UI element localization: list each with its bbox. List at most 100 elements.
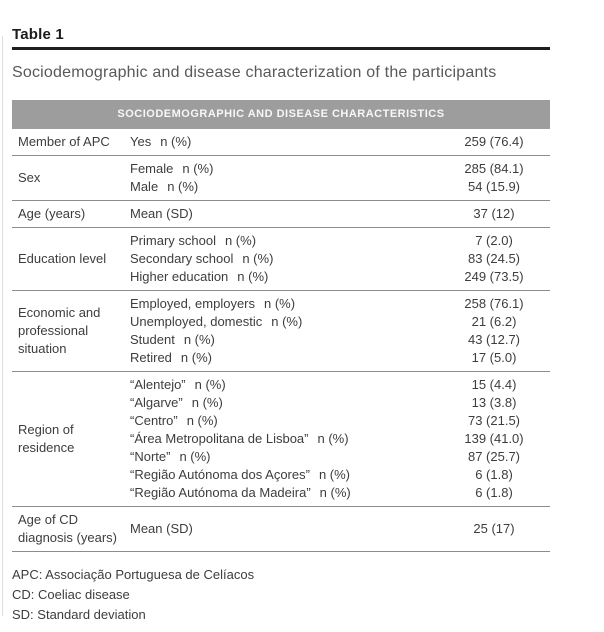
table-row: “Alentejo” n (%) 15 (4.4) [130,376,550,394]
row-item-label: Yes [130,134,152,149]
row-item-label: Mean (SD) [130,206,193,221]
row-value: 21 (6.2) [471,314,517,329]
table-row: “Centro” n (%) 73 (21.5) [130,412,550,430]
row-item-label: Retired [130,350,172,365]
row-item-label: Female [130,161,174,176]
table-caption: Sociodemographic and disease characteriz… [12,64,497,81]
section-sex: Sex Female n (%) 285 (84.1) Male n (%) 54 … [12,156,550,201]
table-row: Higher education n (%) 249 (73.5) [130,268,550,286]
table-row: Primary school n (%) 7 (2.0) [130,232,550,250]
row-item-label: Unemployed, domestic [130,314,263,329]
row-measure-label: n (%) [264,296,296,311]
table-row: “Área Metropolitana de Lisboa” n (%) 139 … [130,430,550,448]
row-measure-label: n (%) [180,350,212,365]
row-item-label: Student [130,332,175,347]
table-row: “Região Autónoma dos Açores” n (%) 6 (1.8… [130,466,550,484]
row-value: 15 (4.4) [471,377,517,392]
row-item-label: “Região Autónoma da Madeira” [130,485,311,500]
row-value: 7 (2.0) [475,233,513,248]
footnotes: APC: Associação Portuguesa de Celíacos C… [12,565,550,625]
table-row: “Região Autónoma da Madeira” n (%) 6 (1.8… [130,484,550,502]
row-measure-label: n (%) [318,467,350,482]
page-edge-artifact [2,36,3,616]
row-item-label: “Algarve” [130,395,183,410]
row-item-label: “Centro” [130,413,178,428]
table-row: Yes n (%) 259 (76.4) [130,133,550,151]
section-age-of-cd-diagnosis: Age of CD diagnosis (years) Mean (SD) 25… [12,507,550,552]
row-value: 259 (76.4) [464,134,524,149]
row-measure-label: n (%) [191,395,223,410]
row-measure-label: n (%) [186,413,218,428]
row-value: 17 (5.0) [471,350,517,365]
row-value: 43 (12.7) [467,332,521,347]
category-label: Region of residence [18,422,75,455]
category-label: Age (years) [18,206,86,221]
table-row: Retired n (%) 17 (5.0) [130,349,550,367]
row-value: 13 (3.8) [471,395,517,410]
row-measure-label: n (%) [179,449,211,464]
row-measure-label: n (%) [183,332,215,347]
row-item-label: Higher education [130,269,229,284]
row-measure-label: n (%) [319,485,351,500]
category-label: Member of APC [18,134,110,149]
table-header: SOCIODEMOGRAPHIC AND DISEASE CHARACTERIS… [12,100,550,129]
section-region-of-residence: Region of residence “Alentejo” n (%) 15 (… [12,372,550,507]
section-economic-situation: Economic and professional situation Empl… [12,291,550,372]
row-value: 73 (21.5) [467,413,521,428]
row-value: 258 (76.1) [464,296,524,311]
table-figure: Table 1 Sociodemographic and disease cha… [12,26,550,625]
row-measure-label: n (%) [160,134,192,149]
table-row: Male n (%) 54 (15.9) [130,178,550,196]
row-measure-label: n (%) [317,431,349,446]
table-row: “Norte” n (%) 87 (25.7) [130,448,550,466]
section-member-of-apc: Member of APC Yes n (%) 259 (76.4) [12,129,550,156]
table-row: Mean (SD) 25 (17) [130,520,550,538]
row-measure-label: n (%) [237,269,269,284]
row-value: 249 (73.5) [464,269,524,284]
row-item-label: Employed, employers [130,296,255,311]
row-item-label: “Alentejo” [130,377,186,392]
row-item-label: “Norte” [130,449,171,464]
footnote-sd: SD: Standard deviation [12,607,146,622]
row-item-label: “Região Autónoma dos Açores” [130,467,310,482]
row-item-label: Mean (SD) [130,521,193,536]
section-age: Age (years) Mean (SD) 37 (12) [12,201,550,228]
table-label: Table 1 [12,26,64,43]
section-education-level: Education level Primary school n (%) 7 (2… [12,228,550,291]
row-value: 54 (15.9) [467,179,521,194]
category-label: Economic and professional situation [18,305,101,356]
row-item-label: “Área Metropolitana de Lisboa” [130,431,309,446]
row-measure-label: n (%) [167,179,199,194]
table: SOCIODEMOGRAPHIC AND DISEASE CHARACTERIS… [12,100,550,552]
row-item-label: Secondary school [130,251,234,266]
title-rule [12,47,550,50]
table-row: Secondary school n (%) 83 (24.5) [130,250,550,268]
table-row: Mean (SD) 37 (12) [130,205,550,223]
category-label: Age of CD diagnosis (years) [18,512,117,545]
footnote-apc: APC: Associação Portuguesa de Celíacos [12,567,255,582]
table-row: Student n (%) 43 (12.7) [130,331,550,349]
row-measure-label: n (%) [224,233,257,248]
row-value: 6 (1.8) [475,485,513,500]
category-label: Sex [18,170,41,185]
row-item-label: Primary school [130,233,216,248]
row-measure-label: n (%) [194,377,226,392]
row-value: 285 (84.1) [464,161,524,176]
table-row: Unemployed, domestic n (%) 21 (6.2) [130,313,550,331]
row-value: 25 (17) [473,521,515,536]
row-measure-label: n (%) [182,161,214,176]
footnote-cd: CD: Coeliac disease [12,587,130,602]
table-row: Employed, employers n (%) 258 (76.1) [130,295,550,313]
table-row: “Algarve” n (%) 13 (3.8) [130,394,550,412]
row-value: 87 (25.7) [467,449,521,464]
category-label: Education level [18,251,107,266]
row-measure-label: n (%) [271,314,303,329]
table-row: Female n (%) 285 (84.1) [130,160,550,178]
row-measure-label: n (%) [242,251,274,266]
row-value: 139 (41.0) [464,431,524,446]
row-value: 37 (12) [473,206,515,221]
row-value: 83 (24.5) [467,251,521,266]
row-value: 6 (1.8) [475,467,513,482]
row-item-label: Male [130,179,159,194]
